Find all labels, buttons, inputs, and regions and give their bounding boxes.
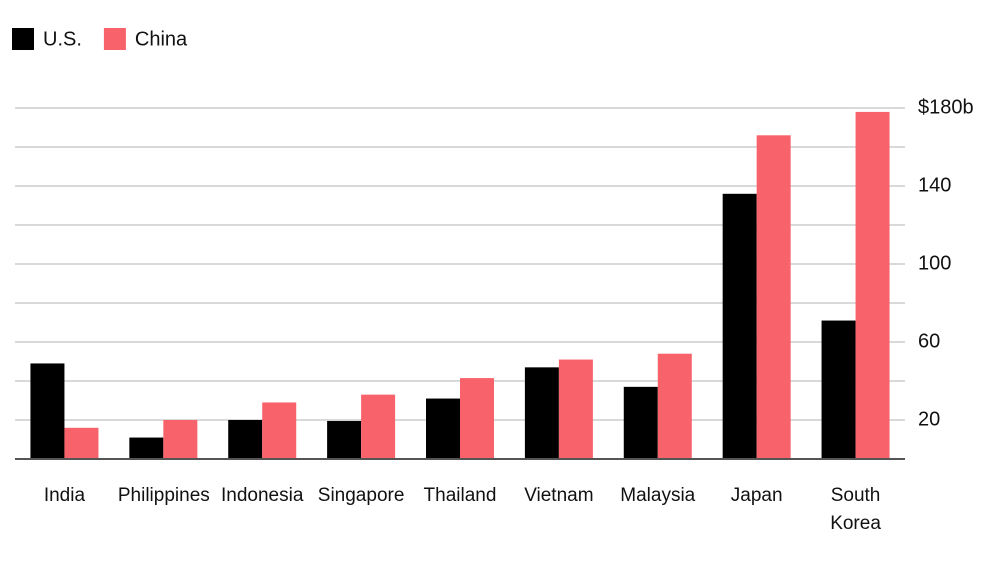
x-tick-label: Japan — [730, 485, 783, 506]
bar — [426, 398, 460, 459]
bar — [361, 394, 396, 459]
bar — [722, 193, 757, 460]
bar — [129, 437, 164, 459]
x-tick-label: Indonesia — [221, 485, 304, 506]
legend-swatch — [103, 28, 126, 50]
y-tick-label: 20 — [918, 408, 940, 430]
legend-label: U.S. — [43, 28, 82, 50]
bar — [855, 111, 890, 460]
y-tick-label: $180b — [918, 96, 974, 118]
bar — [657, 353, 692, 459]
y-tick-label: 60 — [918, 330, 940, 352]
bar — [64, 427, 99, 459]
bar — [30, 363, 65, 459]
bar — [228, 420, 263, 459]
x-tick-label: Singapore — [317, 485, 405, 506]
y-tick-label: 140 — [918, 174, 951, 196]
legend-swatch — [12, 28, 34, 50]
bar — [460, 378, 494, 459]
bar — [756, 135, 791, 460]
y-tick-label: 100 — [918, 252, 951, 274]
bar — [558, 359, 593, 459]
legend-label: China — [135, 28, 188, 50]
x-tick-label: Thailand — [423, 485, 497, 506]
bar — [524, 367, 559, 459]
bar — [821, 320, 856, 459]
x-tick-label: South Korea — [830, 485, 881, 534]
x-tick-label: India — [43, 485, 86, 506]
x-tick-label: Vietnam — [524, 485, 594, 506]
bar — [163, 420, 198, 459]
x-tick-label: Malaysia — [620, 485, 696, 506]
bar — [262, 402, 297, 459]
bar — [327, 420, 362, 459]
x-tick-label: Philippines — [117, 485, 210, 506]
bar — [623, 386, 658, 459]
